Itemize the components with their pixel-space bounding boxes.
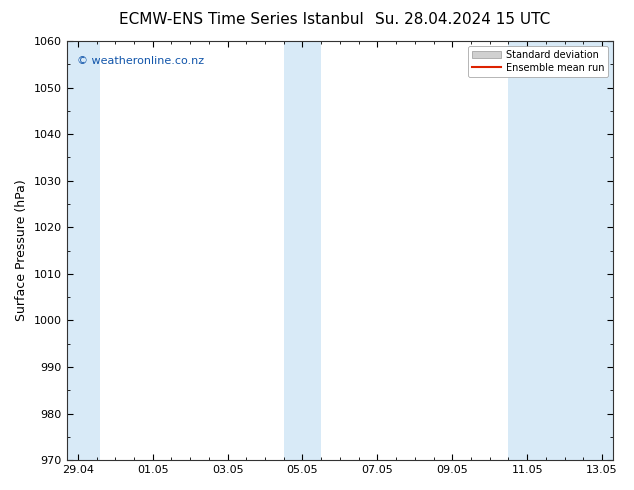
Text: © weatheronline.co.nz: © weatheronline.co.nz <box>77 56 205 66</box>
Y-axis label: Surface Pressure (hPa): Surface Pressure (hPa) <box>15 180 28 321</box>
Legend: Standard deviation, Ensemble mean run: Standard deviation, Ensemble mean run <box>468 46 609 76</box>
Bar <box>508 41 613 460</box>
Bar <box>284 41 321 460</box>
Bar <box>67 41 100 460</box>
Text: ECMW-ENS Time Series Istanbul: ECMW-ENS Time Series Istanbul <box>119 12 363 27</box>
Text: Su. 28.04.2024 15 UTC: Su. 28.04.2024 15 UTC <box>375 12 550 27</box>
